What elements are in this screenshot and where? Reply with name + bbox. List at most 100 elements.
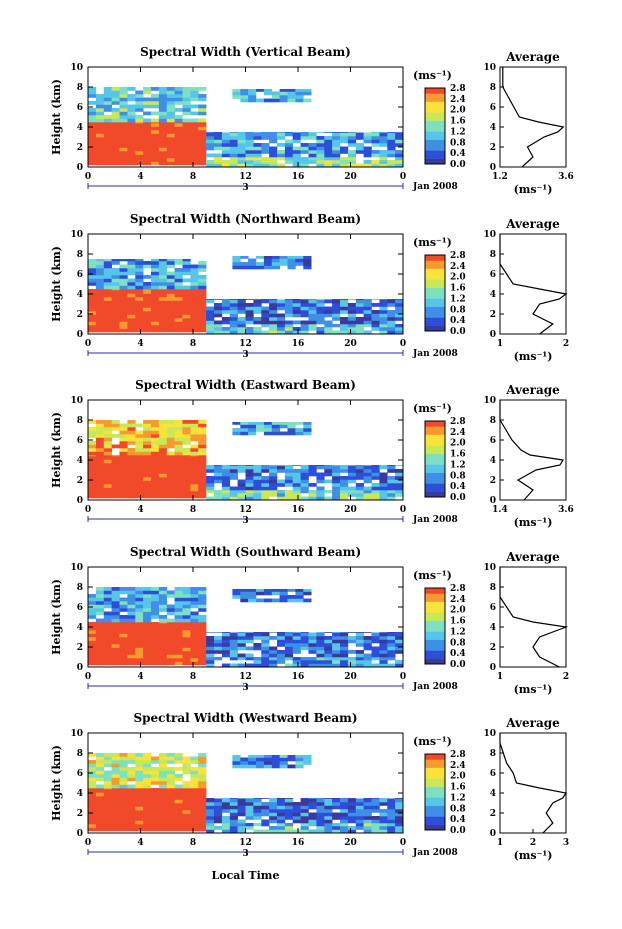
heatmap-cell (214, 805, 223, 810)
heatmap-cell (95, 630, 105, 634)
heatmap-cell (363, 802, 372, 806)
heatmap-cell (103, 311, 112, 315)
heatmap-cell (103, 806, 112, 811)
heatmap-cell (229, 146, 238, 151)
heatmap-cell (182, 796, 191, 800)
heatmap-cell (127, 118, 136, 123)
heatmap-cell (316, 643, 325, 647)
heatmap-cell (198, 275, 207, 279)
heatmap-cell (308, 643, 317, 647)
heatmap-cell (308, 310, 317, 314)
heatmap-cell (340, 476, 349, 480)
heatmap-cell (284, 306, 294, 311)
heatmap-cell (103, 275, 112, 279)
heatmap-cell (103, 151, 112, 155)
heatmap-cell (324, 809, 333, 813)
heatmap-cell (143, 654, 152, 659)
heatmap-cell (119, 658, 128, 662)
heatmap-cell (135, 123, 144, 127)
heatmap-cell (166, 434, 175, 438)
heatmap-cell (182, 820, 191, 825)
heatmap-cell (88, 640, 97, 645)
colorbar-swatch (425, 821, 445, 825)
heatmap-cell (237, 646, 246, 651)
heatmap-cell (135, 456, 144, 460)
heatmap-cell (292, 310, 301, 314)
heatmap-cell (284, 653, 294, 658)
heatmap-cell (111, 774, 120, 778)
heatmap-cell (355, 639, 364, 644)
heatmap-cell (308, 657, 317, 661)
y-axis-label: Height (km) (50, 412, 63, 488)
heatmap-cell (308, 160, 317, 164)
heatmap-cell (182, 767, 191, 771)
heatmap-cell (143, 480, 152, 485)
heatmap-cell (166, 111, 175, 116)
heatmap-cell (88, 601, 97, 605)
heatmap-cell (182, 637, 191, 641)
heatmap-cell (190, 827, 199, 832)
colorbar-swatch (425, 136, 445, 140)
heatmap-cell (229, 299, 238, 304)
heatmap-cell (88, 278, 97, 283)
heatmap-cell (88, 259, 97, 262)
heatmap-cell (371, 819, 380, 824)
heatmap-cell (206, 632, 215, 633)
heatmap-cell (379, 657, 388, 661)
heatmap-cell (263, 256, 273, 259)
heatmap-cell (174, 484, 183, 488)
heatmap-cell (88, 623, 97, 627)
heatmap-cell (198, 622, 207, 624)
heatmap-cell (127, 430, 136, 435)
heatmap-cell (221, 823, 231, 827)
heatmap-cell (324, 829, 333, 834)
heatmap-cell (143, 792, 152, 797)
heatmap-cell (151, 126, 160, 131)
heatmap-cell (198, 328, 207, 333)
heatmap-cell (316, 465, 325, 466)
heatmap-cell (119, 108, 128, 112)
heatmap-cell (166, 604, 175, 609)
heatmap-cell (214, 476, 223, 480)
heatmap-cell (245, 476, 254, 480)
heatmap-cell (284, 330, 294, 335)
heatmap-cell (95, 290, 105, 294)
heatmap-cell (88, 604, 97, 609)
heatmap-cell (279, 262, 288, 266)
heatmap-cell (269, 153, 278, 158)
heatmap-cell (127, 813, 136, 818)
heatmap-cell (261, 819, 270, 824)
heatmap-cell (229, 829, 238, 834)
heatmap-cell (151, 268, 160, 272)
heatmap-cell (363, 299, 372, 300)
heatmap-cell (143, 777, 152, 782)
heatmap-cell (103, 300, 112, 305)
heatmap-cell (340, 823, 349, 827)
heatmap-cell (248, 91, 257, 96)
heatmap-cell (151, 594, 160, 598)
heatmap-cell (395, 299, 404, 304)
heatmap-cell (127, 311, 136, 315)
heatmap-cell (151, 587, 160, 591)
heatmap-cell (119, 271, 128, 276)
heatmap-cell (151, 611, 160, 616)
avg-ytick-label: 0 (490, 663, 496, 673)
heatmap-cell (127, 820, 136, 825)
heatmap-cell (269, 812, 278, 817)
heatmap-cell (387, 150, 396, 154)
heatmap-cell (127, 491, 136, 495)
heatmap-cell (287, 764, 296, 769)
colorbar-swatch (425, 448, 445, 452)
heatmap-cell (111, 480, 120, 485)
heatmap-cell (198, 491, 207, 495)
heatmap-cell (182, 430, 191, 435)
heatmap-cell (127, 104, 136, 109)
heatmap-cell (135, 654, 144, 659)
heatmap-cell (347, 809, 357, 813)
heatmap-cell (103, 318, 112, 322)
heatmap-cell (198, 777, 207, 782)
heatmap-cell (88, 654, 97, 659)
heatmap-cell (229, 636, 238, 640)
colorbar-swatch (425, 607, 445, 611)
heatmap-cell (174, 587, 183, 591)
